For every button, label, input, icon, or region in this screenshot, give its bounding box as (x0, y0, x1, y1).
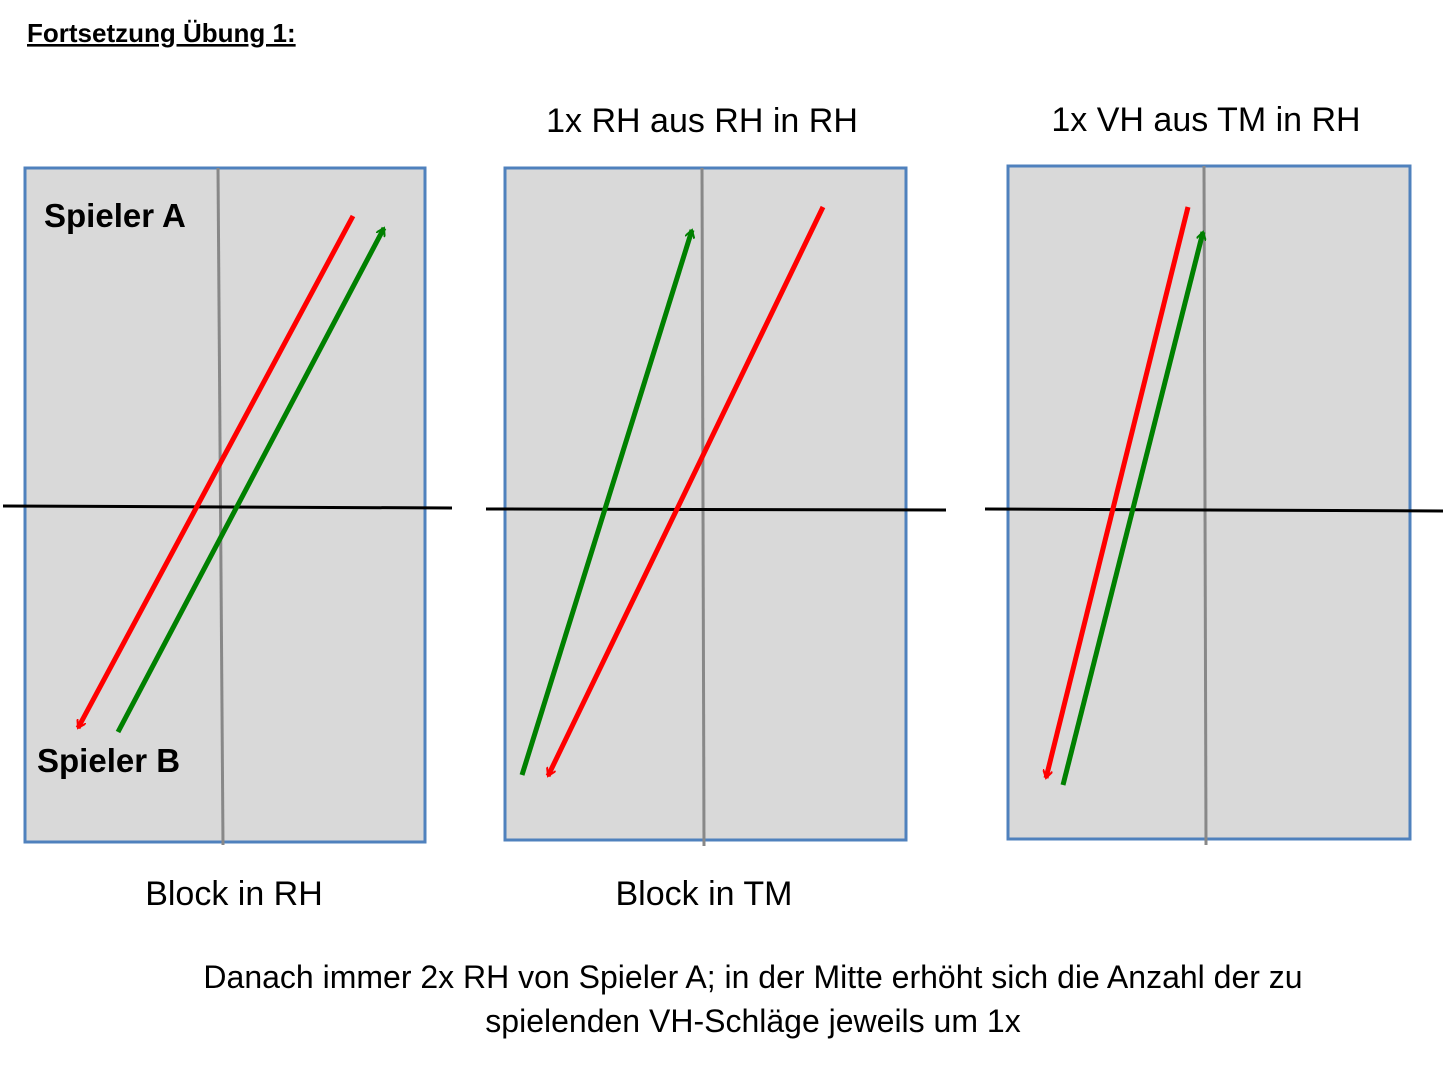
label: Spieler A (44, 197, 186, 234)
caption: 1x VH aus TM in RH (1051, 101, 1360, 139)
label: Spieler B (37, 742, 180, 779)
footer-line: spielenden VH-Schläge jeweils um 1x (485, 1003, 1020, 1039)
title: Fortsetzung Übung 1: (27, 18, 296, 48)
table-1: Spieler A Spieler B Block in RH (2, 166, 453, 913)
table-3: 1x VH aus TM in RH (984, 101, 1444, 846)
caption: Block in TM (616, 875, 793, 913)
table-2: 1x RH aus RH in RH Block in TM (485, 102, 947, 913)
footer-line: Danach immer 2x RH von Spieler A; in der… (203, 959, 1302, 995)
caption: Block in RH (145, 875, 323, 913)
caption: 1x RH aus RH in RH (546, 102, 858, 140)
